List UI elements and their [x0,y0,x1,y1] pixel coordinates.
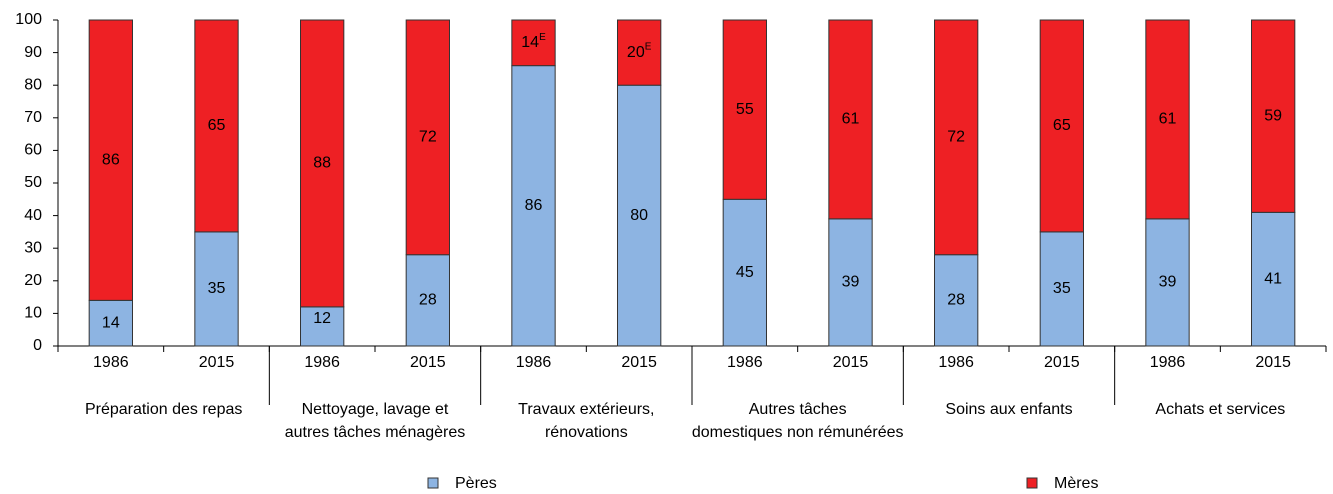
x-tick-label: 2015 [1044,354,1080,371]
bar-segment [194,231,239,347]
bar-segment [1039,19,1084,233]
y-tick-label: 80 [24,76,42,93]
bar-segment [88,19,133,301]
bar-segment [722,198,767,347]
data-label: 86 [102,151,120,168]
bar-segment [1145,218,1190,347]
data-label: 28 [947,292,965,309]
data-label: 55 [736,101,754,118]
data-label: 41 [1264,270,1282,287]
y-tick-label: 60 [24,142,42,159]
data-label: 28 [419,292,437,309]
bar-segment [511,65,556,347]
bar-segment [194,19,239,233]
data-label: 65 [1053,117,1071,134]
y-tick-label: 70 [24,109,42,126]
bar-segment [88,299,133,347]
x-tick-label: 1986 [1150,354,1186,371]
data-label: 39 [842,274,860,291]
data-label: 39 [1159,274,1177,291]
legend-label: Pères [455,475,497,492]
x-tick-label: 1986 [727,354,763,371]
data-label: 12 [313,310,331,327]
data-label: 45 [736,264,754,281]
bar-segment [1251,19,1296,213]
group-label: Préparation des repas [85,401,242,418]
bar-segment [828,218,873,347]
bar-segment [934,254,979,347]
group-label: Autres tâches [749,401,847,418]
data-label: 35 [208,280,226,297]
data-label: 35 [1053,280,1071,297]
data-label: 80 [630,207,648,224]
bar-segment [511,19,556,67]
bar-segment [300,19,345,308]
bar-segment [934,19,979,256]
bar-segment [1251,211,1296,347]
bar-segment [617,19,662,86]
data-label: 61 [1159,111,1177,128]
x-tick-label: 2015 [1255,354,1291,371]
x-tick-label: 1986 [516,354,552,371]
x-tick-label: 2015 [199,354,235,371]
x-tick-label: 1986 [304,354,340,371]
y-tick-label: 30 [24,239,42,256]
y-tick-label: 50 [24,174,42,191]
group-label: autres tâches ménagères [285,424,466,441]
data-label: 65 [208,117,226,134]
data-label: 88 [313,155,331,172]
y-tick-label: 10 [24,305,42,322]
bar-segment [722,19,767,200]
data-label: 59 [1264,107,1282,124]
x-tick-label: 1986 [93,354,129,371]
group-label: Achats et services [1155,401,1285,418]
bar-segment [1145,19,1190,220]
y-tick-label: 0 [33,337,42,354]
x-tick-label: 2015 [410,354,446,371]
y-tick-label: 40 [24,207,42,224]
bar-segment [405,254,450,347]
group-label: Soins aux enfants [945,401,1072,418]
group-label: rénovations [545,424,628,441]
y-tick-label: 20 [24,272,42,289]
legend-swatch [1026,477,1038,489]
group-label: domestiques non rémunérées [692,424,904,441]
data-label: 61 [842,111,860,128]
x-tick-label: 2015 [833,354,869,371]
x-tick-label: 2015 [621,354,657,371]
bar-segment [828,19,873,220]
group-label: Travaux extérieurs, [518,401,654,418]
bar-segment [617,84,662,347]
data-label: 86 [525,197,543,214]
y-tick-label: 100 [15,11,42,28]
data-label: 72 [947,129,965,146]
legend-swatch [427,477,439,489]
legend-label: Mères [1054,475,1098,492]
x-tick-label: 1986 [938,354,974,371]
data-label: 14 [102,314,120,331]
bar-segment [1039,231,1084,347]
y-tick-label: 90 [24,44,42,61]
bar-segment [405,19,450,256]
data-label: 72 [419,129,437,146]
group-label: Nettoyage, lavage et [302,401,449,418]
